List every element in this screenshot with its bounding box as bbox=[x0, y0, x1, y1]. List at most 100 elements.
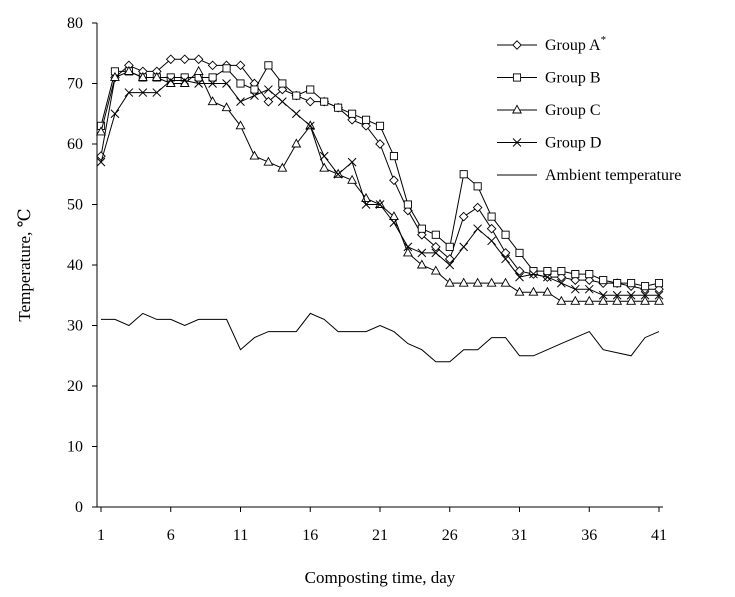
data-point-stroke bbox=[501, 254, 510, 264]
data-point-stroke bbox=[570, 284, 580, 294]
data-point bbox=[431, 248, 441, 258]
data-point bbox=[529, 269, 538, 279]
y-axis-label: Temperature, ℃ bbox=[15, 208, 34, 321]
data-point bbox=[612, 290, 622, 300]
data-point-stroke bbox=[166, 76, 176, 85]
data-point bbox=[165, 54, 176, 65]
data-point bbox=[571, 270, 580, 279]
data-point bbox=[515, 272, 524, 282]
data-point bbox=[417, 224, 426, 233]
data-point bbox=[584, 295, 595, 305]
data-point bbox=[389, 152, 399, 161]
data-point bbox=[598, 295, 609, 305]
data-point-stroke bbox=[459, 242, 469, 252]
data-point bbox=[347, 157, 357, 167]
data-point-stroke bbox=[417, 248, 427, 258]
data-point bbox=[627, 279, 636, 288]
data-point bbox=[333, 168, 344, 178]
data-point bbox=[123, 65, 134, 75]
data-point bbox=[278, 79, 287, 88]
data-point bbox=[362, 115, 371, 124]
data-point-stroke bbox=[445, 260, 455, 270]
data-point bbox=[403, 200, 412, 209]
data-point bbox=[584, 284, 594, 294]
data-point-stroke bbox=[612, 290, 622, 300]
legend-item: Group D bbox=[497, 135, 601, 152]
data-point bbox=[613, 279, 622, 288]
legend-label: Group A* bbox=[545, 34, 606, 54]
series-ambient-temperature bbox=[101, 312, 660, 363]
data-point bbox=[375, 200, 385, 209]
data-point bbox=[152, 88, 162, 97]
data-point bbox=[501, 254, 510, 264]
data-point bbox=[292, 91, 301, 100]
data-point-stroke bbox=[556, 278, 566, 288]
data-point bbox=[277, 97, 287, 107]
data-point bbox=[305, 96, 316, 107]
data-point-stroke bbox=[626, 290, 636, 300]
data-point bbox=[487, 212, 496, 221]
data-point bbox=[528, 286, 539, 296]
data-point-stroke bbox=[389, 218, 399, 228]
legend-item: Ambient temperature bbox=[497, 167, 681, 184]
data-point bbox=[306, 85, 315, 94]
y-tick-label: 30 bbox=[67, 318, 83, 335]
data-point bbox=[110, 109, 120, 119]
x-tick-label: 31 bbox=[512, 527, 528, 544]
data-point-stroke bbox=[264, 85, 273, 94]
data-point-stroke bbox=[152, 88, 162, 97]
data-point-stroke bbox=[375, 200, 385, 209]
data-point bbox=[388, 211, 399, 221]
data-point bbox=[347, 174, 358, 184]
data-point-stroke bbox=[277, 97, 287, 107]
data-point bbox=[486, 277, 497, 287]
data-point bbox=[512, 138, 522, 147]
x-tick-label: 21 bbox=[372, 527, 388, 544]
data-point-stroke bbox=[584, 284, 594, 294]
y-tick-label: 10 bbox=[67, 439, 83, 456]
x-axis-label: Composting time, day bbox=[305, 568, 456, 587]
legend-label: Group D bbox=[545, 135, 601, 152]
data-point bbox=[598, 290, 608, 300]
legend-label: Group B bbox=[545, 70, 601, 87]
data-point bbox=[641, 282, 650, 291]
data-point bbox=[473, 224, 483, 234]
data-point-stroke bbox=[515, 272, 524, 282]
data-point-stroke bbox=[403, 242, 413, 252]
data-point bbox=[361, 200, 371, 209]
legend-superscript: * bbox=[601, 34, 607, 46]
data-point bbox=[612, 295, 623, 305]
data-point bbox=[500, 248, 511, 258]
data-point bbox=[459, 242, 469, 252]
data-point-stroke bbox=[543, 272, 552, 282]
data-point-stroke bbox=[512, 138, 522, 147]
legend-item: Group A* bbox=[497, 34, 606, 54]
data-point bbox=[334, 103, 343, 112]
data-point bbox=[458, 277, 469, 287]
data-point bbox=[512, 73, 522, 82]
data-point bbox=[599, 276, 608, 285]
data-point-stroke bbox=[654, 290, 664, 300]
data-point bbox=[264, 61, 273, 70]
data-point bbox=[375, 198, 385, 208]
data-point bbox=[542, 286, 553, 296]
data-point bbox=[626, 295, 637, 305]
data-point bbox=[249, 150, 260, 160]
data-point bbox=[291, 109, 301, 119]
data-point-stroke bbox=[250, 91, 259, 100]
data-point-stroke bbox=[529, 269, 538, 279]
data-point bbox=[236, 97, 245, 107]
data-point bbox=[445, 260, 455, 270]
y-tick-label: 0 bbox=[75, 499, 83, 516]
series-line bbox=[101, 312, 660, 363]
data-point bbox=[180, 76, 190, 85]
y-tick-label: 40 bbox=[67, 257, 83, 274]
data-point bbox=[487, 236, 496, 246]
data-point bbox=[305, 121, 315, 131]
data-point-stroke bbox=[640, 290, 650, 300]
legend: Group A* Group B Group C Group D Ambient tem… bbox=[497, 34, 681, 184]
data-point bbox=[417, 248, 427, 258]
data-point-stroke bbox=[208, 79, 217, 88]
data-point bbox=[515, 248, 524, 257]
